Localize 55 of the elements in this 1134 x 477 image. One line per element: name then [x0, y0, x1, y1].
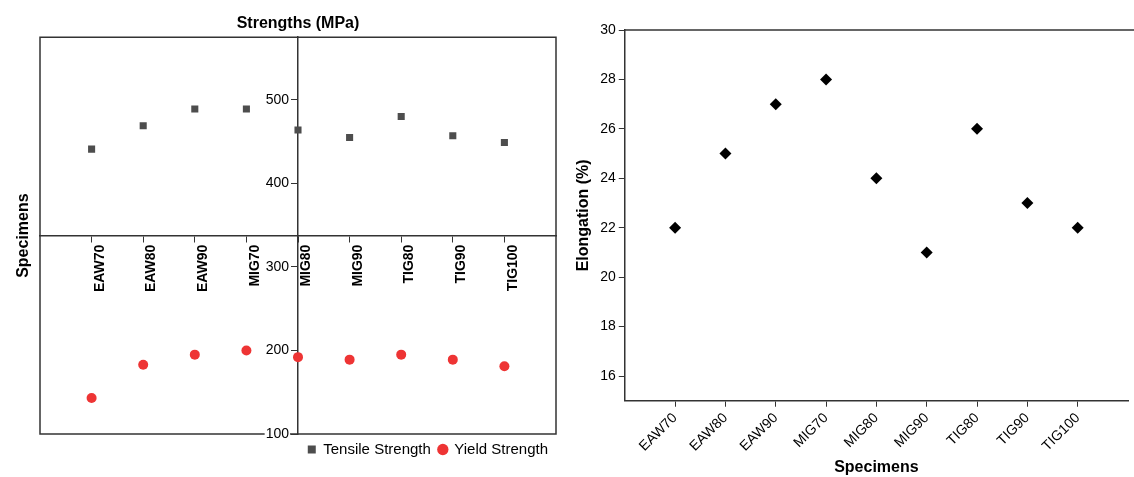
- point: [241, 345, 252, 356]
- y-tick-label: 300: [265, 257, 290, 274]
- point: [242, 105, 250, 113]
- y-tick-label: 28: [600, 70, 616, 87]
- point: [920, 246, 933, 259]
- y-tick-label: 30: [600, 20, 616, 37]
- point: [447, 354, 458, 365]
- chart-title: Strengths (MPa): [236, 14, 360, 32]
- x-tick-label: MIG90: [348, 244, 365, 287]
- x-tick-label: TIG80: [400, 244, 417, 284]
- point: [396, 349, 407, 360]
- legend-label: Yield Strength: [454, 439, 548, 457]
- point: [1071, 221, 1084, 234]
- point: [294, 126, 302, 134]
- point: [397, 113, 405, 121]
- y-axis-title: Specimens: [14, 193, 32, 278]
- y-tick-label: 20: [600, 268, 616, 285]
- point: [191, 105, 199, 113]
- y-tick-label: 22: [600, 218, 616, 235]
- x-axis-title: Specimens: [834, 457, 919, 475]
- point: [138, 359, 149, 370]
- point: [769, 98, 782, 111]
- y-tick-label: 400: [265, 174, 290, 191]
- y-tick-label: 100: [265, 424, 290, 441]
- x-tick-label: MIG80: [297, 244, 314, 287]
- point: [499, 361, 510, 372]
- point: [449, 132, 457, 140]
- point: [86, 393, 97, 404]
- point: [820, 73, 833, 86]
- point: [139, 122, 147, 130]
- point: [870, 172, 883, 185]
- point: [189, 349, 200, 360]
- y-tick-label: 26: [600, 119, 616, 136]
- point: [344, 354, 355, 365]
- point: [669, 221, 682, 234]
- point: [500, 138, 508, 146]
- y-axis-title: Elongation (%): [574, 159, 592, 272]
- x-tick-label: TIG100: [503, 244, 520, 292]
- point: [971, 122, 984, 135]
- point: [346, 133, 354, 141]
- x-tick-label: TIG90: [452, 244, 469, 284]
- point: [293, 352, 303, 363]
- point: [719, 147, 732, 160]
- y-tick-label: 24: [600, 169, 616, 186]
- legend-label: Tensile Strength: [323, 439, 431, 457]
- y-tick-label: 500: [265, 90, 290, 107]
- x-tick-label: EAW70: [90, 244, 107, 293]
- point: [88, 145, 96, 153]
- point: [1021, 197, 1034, 210]
- y-tick-label: 200: [265, 341, 290, 358]
- x-tick-label: EAW80: [142, 244, 159, 293]
- y-tick-label: 18: [600, 317, 616, 334]
- x-tick-label: EAW90: [194, 244, 211, 293]
- y-tick-label: 16: [600, 366, 616, 383]
- x-tick-label: MIG70: [245, 244, 262, 287]
